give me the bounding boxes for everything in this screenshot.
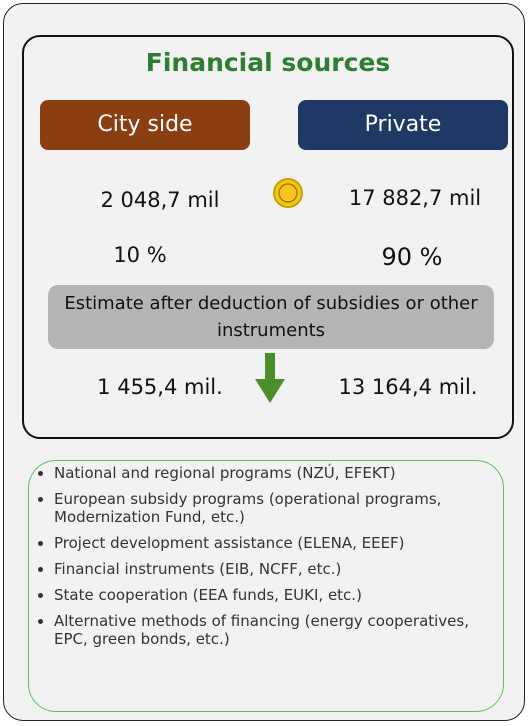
city-share: 10 % xyxy=(113,243,167,267)
list-item: Alternative methods of financing (energy… xyxy=(54,612,496,648)
list-item: Financial instruments (EIB, NCFF, etc.) xyxy=(54,560,496,578)
title: Financial sources xyxy=(145,48,391,77)
down-arrow xyxy=(255,353,285,403)
private-total: 17 882,7 mil xyxy=(348,186,482,210)
coin-icon xyxy=(273,178,303,208)
list-item: Project development assistance (ELENA, E… xyxy=(54,534,496,552)
list-item: European subsidy programs (operational p… xyxy=(54,490,496,526)
list: National and regional programs (NZÚ, EFE… xyxy=(36,464,496,648)
city-after: 1 455,4 mil. xyxy=(97,375,223,399)
instrument-list: National and regional programs (NZÚ, EFE… xyxy=(36,464,496,656)
instrument-box xyxy=(28,460,504,712)
city-total: 2 048,7 mil xyxy=(100,188,220,212)
private-share: 90 % xyxy=(381,243,443,271)
list-item: National and regional programs (NZÚ, EFE… xyxy=(54,464,496,482)
note: Estimate after deduction of subsidies or… xyxy=(48,285,494,349)
private-after: 13 164,4 mil. xyxy=(338,375,478,399)
city-header: City side xyxy=(40,100,250,150)
private-header: Private xyxy=(298,100,508,150)
list-item: State cooperation (EEA funds, EUKI, etc.… xyxy=(54,586,496,604)
